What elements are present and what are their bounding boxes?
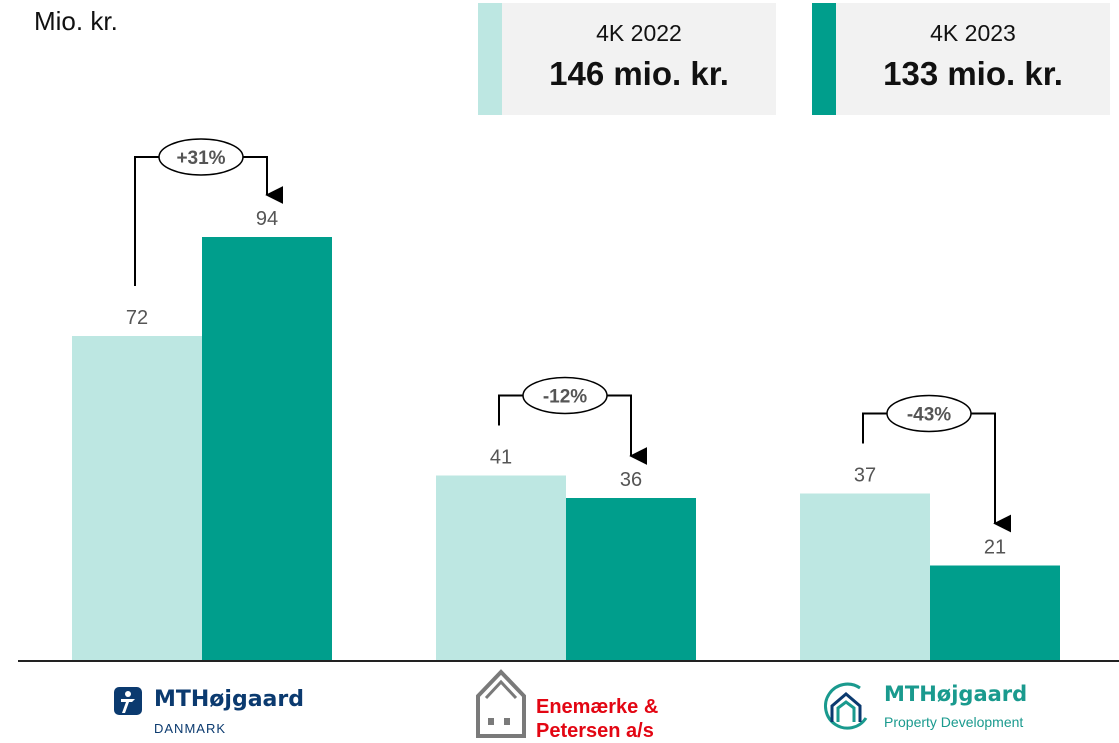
logo-mth-property-development: MTHøjgaard Property Development (816, 678, 1056, 738)
house-icon (476, 669, 526, 738)
change-badge (522, 376, 608, 415)
house-circle-icon (824, 682, 868, 730)
legend-2022: 4K 2022 146 mio. kr. (478, 3, 776, 115)
legend-total-2023: 133 mio. kr. (883, 55, 1063, 92)
change-badge (886, 394, 972, 433)
bar-2022-0 (72, 336, 202, 660)
mth-icon (114, 687, 142, 715)
bar-2022-1 (436, 475, 566, 660)
change-label: -43% (907, 405, 951, 426)
unit-label: Mio. kr. (34, 6, 118, 36)
legend-period-2022: 4K 2022 (596, 20, 682, 46)
legend-swatch-2023 (812, 3, 836, 115)
logo-enemaerke-petersen: Enemærke & Petersen a/s (474, 668, 714, 742)
bar-value-label: 72 (126, 307, 148, 329)
legend-2023: 4K 2023 133 mio. kr. (812, 3, 1110, 115)
ep-wordmark-line1: Enemærke & (536, 696, 659, 718)
mth-pd-wordmark: MTHøjgaard (884, 682, 1028, 706)
logo-mth-danmark: MTHøjgaard DANMARK (112, 683, 312, 739)
bar-value-label: 41 (490, 447, 512, 469)
mth-pd-sub: Property Development (884, 714, 1024, 730)
change-label: +31% (176, 148, 225, 169)
change-badge (158, 138, 244, 176)
mth-danmark-wordmark: MTHøjgaard (154, 687, 305, 712)
bar-value-label: 94 (256, 208, 278, 230)
change-label: -12% (543, 387, 587, 408)
bar-2022-2 (800, 493, 930, 660)
bar-2023-0 (202, 237, 332, 660)
legend-period-2023: 4K 2023 (930, 20, 1016, 46)
bar-value-label: 21 (984, 537, 1006, 559)
bar-2023-2 (930, 565, 1060, 660)
legend-swatch-2022 (478, 3, 502, 115)
legend-total-2022: 146 mio. kr. (549, 55, 729, 92)
bar-value-label: 37 (854, 465, 876, 487)
ep-wordmark-line2: Petersen a/s (536, 720, 654, 742)
bar-value-label: 36 (620, 469, 642, 491)
bar-2023-1 (566, 498, 696, 660)
mth-danmark-sub: DANMARK (154, 721, 227, 736)
